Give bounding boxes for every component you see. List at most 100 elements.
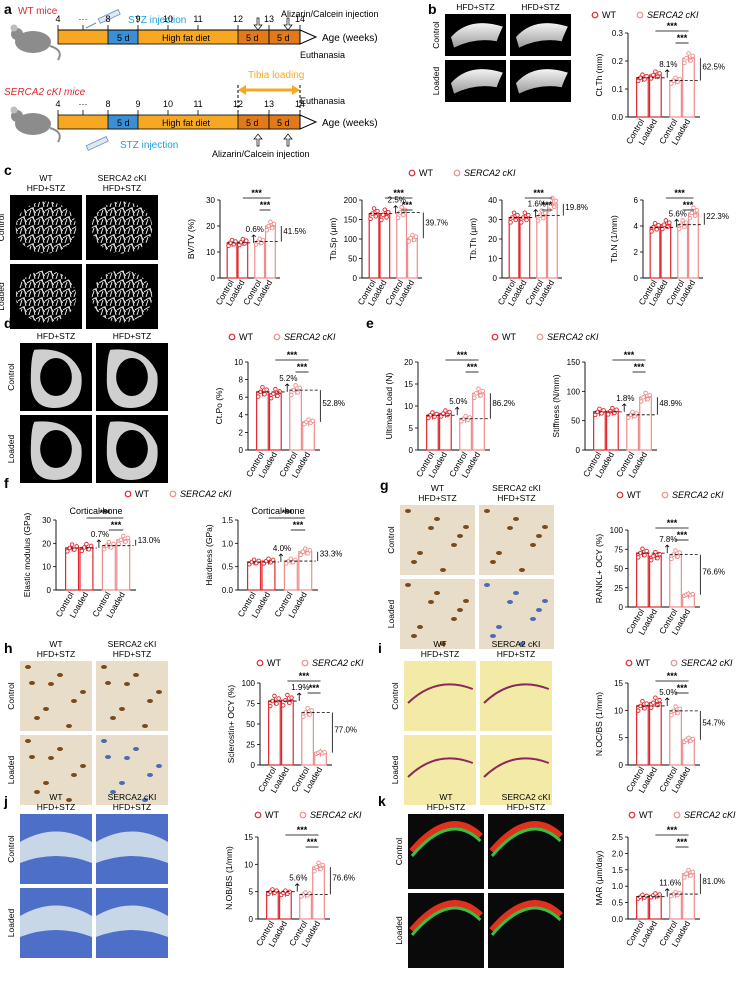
- cell-shape: [66, 798, 72, 802]
- legend-b: WT SERCA2 cKI: [591, 10, 699, 20]
- data-point: [300, 549, 306, 554]
- cell-shape: [417, 551, 423, 555]
- legend-label-cki: SERCA2 cKI: [672, 490, 724, 500]
- data-point: [260, 385, 265, 390]
- y-tick-label: 10: [244, 860, 253, 869]
- alizarin-label: [409, 821, 483, 854]
- data-point: [508, 220, 513, 225]
- data-point: [644, 73, 649, 79]
- bar: [639, 396, 652, 451]
- y-tick-label: 25: [614, 584, 623, 593]
- data-point: [274, 701, 279, 706]
- data-point: [298, 552, 303, 558]
- data-point: [264, 387, 269, 392]
- data-point: [118, 537, 124, 543]
- cell-shape: [57, 673, 63, 677]
- data-point: [680, 218, 685, 223]
- image-row-label: Control: [6, 835, 16, 863]
- panel-label-f: f: [4, 475, 9, 491]
- timeline-tick-label: 8: [105, 99, 110, 109]
- cell-shape: [417, 625, 423, 629]
- data-point: [251, 557, 257, 563]
- timeline-tick-label: 11: [193, 99, 202, 109]
- legend-label-wt: WT: [135, 489, 149, 499]
- significance-stars: ***: [533, 188, 544, 198]
- micrograph: [20, 661, 92, 731]
- y-tick-label: 2: [634, 248, 639, 257]
- data-point: [657, 892, 662, 897]
- data-point: [121, 533, 126, 539]
- y-axis-label: Hardness (GPa): [204, 524, 214, 586]
- data-point: [686, 51, 691, 56]
- legend-label-wt: WT: [639, 810, 653, 820]
- bar: [508, 216, 520, 279]
- bar: [472, 392, 485, 451]
- data-point: [373, 213, 379, 219]
- data-point: [269, 225, 275, 231]
- cell-shape: [451, 617, 457, 621]
- legend-marker-cki: [301, 659, 309, 667]
- cell-shape: [57, 747, 63, 751]
- significance-stars: ***: [402, 200, 413, 210]
- y-tick-label: 0.0: [612, 915, 624, 924]
- image-column-subtitle: HFD+STZ: [507, 802, 546, 812]
- legend-marker-wt: [625, 659, 633, 667]
- image-column-title: SERCA2 cKI: [98, 173, 147, 183]
- data-point: [108, 545, 114, 550]
- data-point: [513, 217, 519, 223]
- significance-stars: ***: [393, 188, 404, 198]
- y-tick-label: 4: [239, 411, 244, 420]
- change-arrow-icon: [454, 406, 460, 416]
- image-column-subtitle: HFD+STZ: [103, 183, 142, 193]
- image-column-title: SERCA2 cKI: [502, 792, 551, 802]
- cell-shape: [43, 781, 49, 785]
- image-column-title: SERCA2 cKI: [492, 483, 541, 493]
- alizarin-label: [489, 900, 563, 933]
- data-point: [273, 386, 278, 392]
- data-point: [268, 219, 273, 225]
- cell-shape: [457, 534, 463, 538]
- data-point: [316, 860, 321, 866]
- cell-shape: [133, 673, 139, 677]
- data-point: [443, 408, 448, 413]
- legend-label-cki: SERCA2 cKI: [684, 810, 736, 820]
- y-tick-label: 5: [409, 424, 414, 433]
- data-point: [593, 412, 598, 418]
- legend-marker-cki: [273, 333, 281, 341]
- data-point: [657, 71, 662, 76]
- data-point: [280, 703, 286, 708]
- significance-stars: ***: [667, 518, 678, 528]
- legend-marker-cki: [661, 491, 669, 499]
- image-row-label: Loaded: [0, 282, 6, 311]
- bar: [682, 873, 695, 920]
- image-row-label: Control: [390, 682, 400, 710]
- percent-change-cki: 76.6%: [332, 874, 355, 883]
- data-point: [275, 393, 280, 399]
- y-tick-label: 100: [610, 526, 624, 535]
- data-point: [640, 72, 645, 77]
- bar: [101, 545, 116, 591]
- percent-change-wt: 7.8%: [659, 535, 677, 544]
- y-tick-label: 0: [211, 274, 216, 283]
- cell-shape: [48, 682, 54, 686]
- data-point: [295, 390, 300, 395]
- panel-label-g: g: [380, 477, 389, 493]
- image-row-label: Loaded: [386, 600, 396, 629]
- image-column-subtitle: HFD+STZ: [113, 802, 152, 812]
- cell-shape: [29, 755, 35, 759]
- data-point: [553, 198, 559, 204]
- legend-marker-wt: [254, 811, 262, 819]
- stz-label-top: STZ injection: [128, 15, 186, 26]
- bar: [301, 711, 314, 766]
- change-arrow-icon: [393, 205, 398, 214]
- panel-label-j: j: [3, 793, 8, 809]
- data-point: [511, 210, 517, 215]
- y-tick-label: 200: [344, 196, 358, 205]
- micrograph: [96, 735, 168, 805]
- data-point: [605, 412, 611, 417]
- cell-shape: [110, 716, 116, 720]
- y-axis-label: Tb.N (1/mm): [609, 215, 619, 263]
